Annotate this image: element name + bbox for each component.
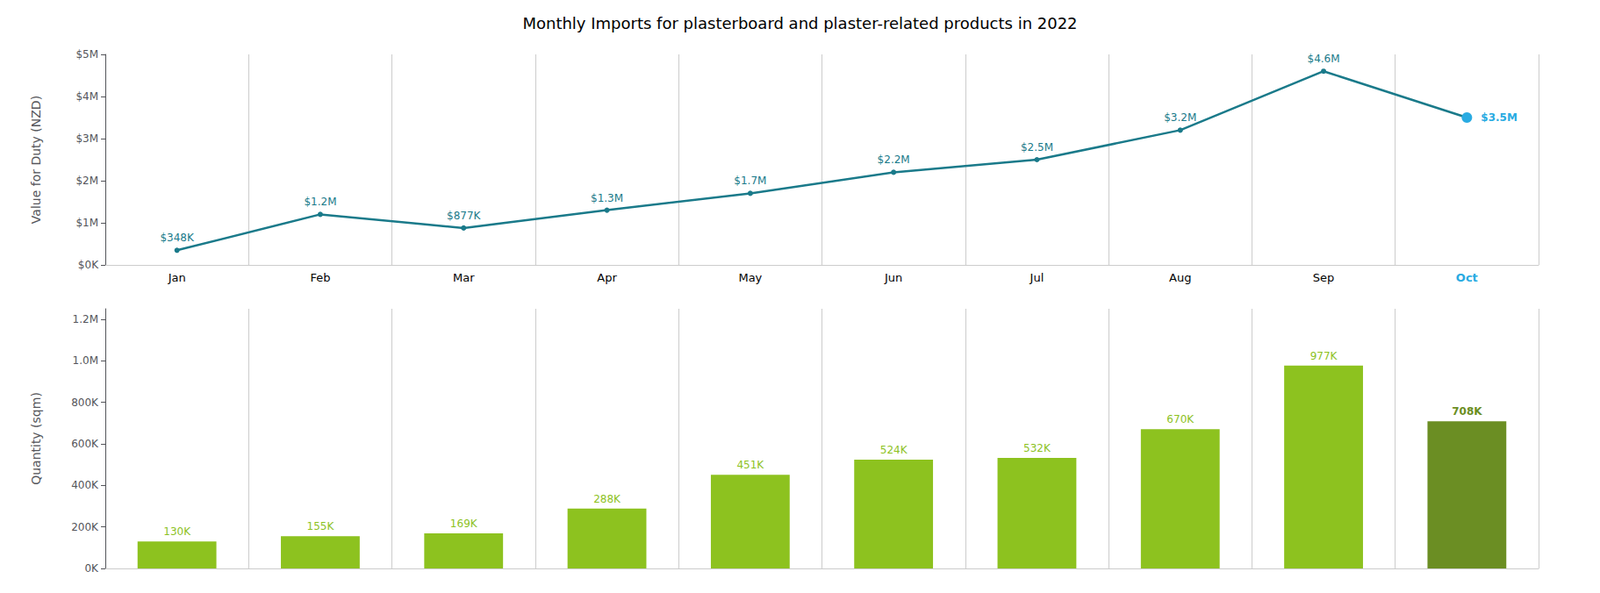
svg-text:Sep: Sep bbox=[1313, 271, 1335, 285]
svg-text:130K: 130K bbox=[163, 525, 192, 539]
svg-text:Monthly Imports for plasterboa: Monthly Imports for plasterboard and pla… bbox=[522, 14, 1077, 33]
svg-text:Jul: Jul bbox=[1029, 271, 1045, 285]
svg-text:Value for Duty (NZD): Value for Duty (NZD) bbox=[28, 95, 44, 224]
svg-text:288K: 288K bbox=[593, 493, 622, 506]
svg-text:$0K: $0K bbox=[78, 258, 100, 272]
svg-text:532K: 532K bbox=[1023, 442, 1052, 455]
svg-text:600K: 600K bbox=[71, 437, 100, 451]
svg-text:524K: 524K bbox=[880, 444, 909, 457]
svg-text:Feb: Feb bbox=[309, 271, 331, 285]
svg-text:977K: 977K bbox=[1310, 350, 1339, 363]
svg-text:$3.2M: $3.2M bbox=[1163, 111, 1197, 124]
svg-text:$1.2M: $1.2M bbox=[303, 195, 337, 209]
svg-text:$348K: $348K bbox=[159, 231, 195, 244]
svg-text:$5M: $5M bbox=[75, 48, 99, 61]
svg-text:$4.6M: $4.6M bbox=[1307, 52, 1341, 65]
svg-text:$4M: $4M bbox=[75, 90, 99, 103]
svg-text:155K: 155K bbox=[307, 520, 336, 533]
svg-text:169K: 169K bbox=[450, 517, 479, 531]
svg-text:Jan: Jan bbox=[167, 271, 187, 285]
svg-text:$2M: $2M bbox=[75, 174, 99, 187]
svg-text:Oct: Oct bbox=[1456, 271, 1479, 285]
svg-text:May: May bbox=[738, 271, 762, 285]
svg-text:1.0M: 1.0M bbox=[72, 354, 99, 367]
svg-text:670K: 670K bbox=[1166, 413, 1195, 426]
svg-text:200K: 200K bbox=[71, 521, 100, 534]
svg-text:Quantity (sqm): Quantity (sqm) bbox=[28, 392, 44, 486]
svg-text:$877K: $877K bbox=[446, 209, 482, 223]
svg-text:Apr: Apr bbox=[596, 271, 618, 285]
svg-text:$2.5M: $2.5M bbox=[1020, 141, 1054, 154]
svg-text:$1M: $1M bbox=[75, 216, 99, 230]
svg-text:$1.7M: $1.7M bbox=[733, 174, 767, 187]
svg-text:451K: 451K bbox=[736, 459, 765, 472]
svg-text:$3.5M: $3.5M bbox=[1480, 111, 1518, 124]
svg-text:$3M: $3M bbox=[75, 132, 99, 145]
svg-text:Jun: Jun bbox=[883, 271, 903, 285]
svg-text:Aug: Aug bbox=[1169, 271, 1192, 285]
svg-text:0K: 0K bbox=[84, 562, 100, 575]
svg-text:$1.3M: $1.3M bbox=[590, 192, 624, 205]
svg-text:Mar: Mar bbox=[452, 271, 475, 285]
svg-text:400K: 400K bbox=[71, 479, 100, 492]
svg-text:$2.2M: $2.2M bbox=[877, 153, 911, 166]
svg-text:800K: 800K bbox=[71, 396, 100, 409]
svg-text:708K: 708K bbox=[1451, 405, 1483, 418]
svg-text:1.2M: 1.2M bbox=[72, 313, 99, 326]
